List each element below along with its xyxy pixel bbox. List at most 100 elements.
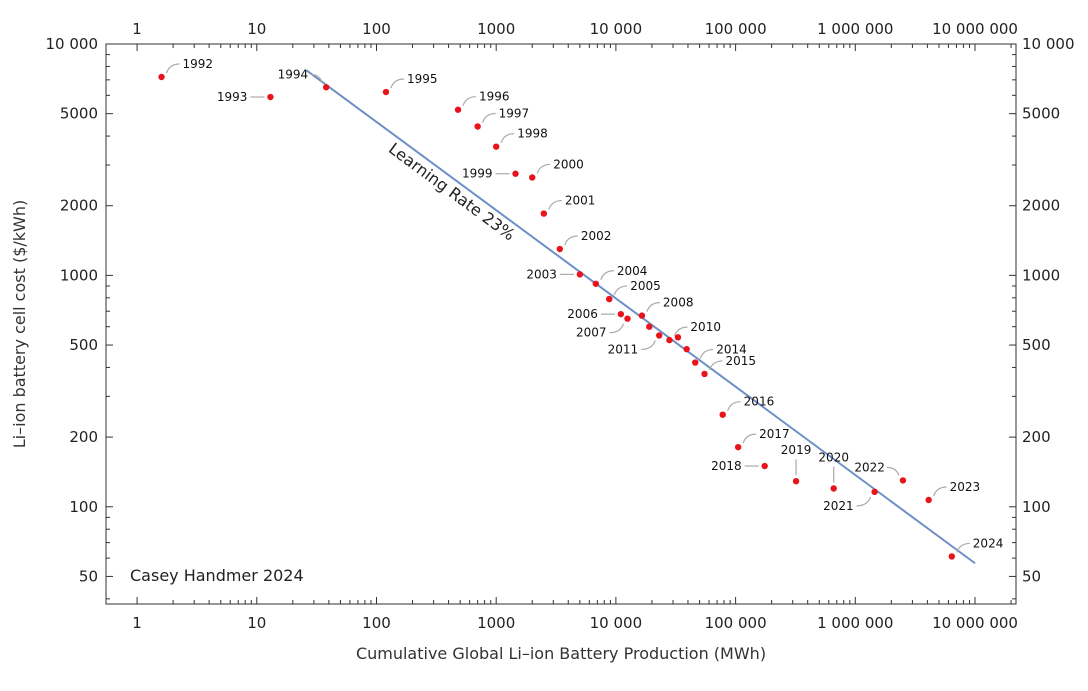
point-label: 2011 bbox=[608, 342, 639, 356]
x-tick-label-top: 10 bbox=[247, 20, 266, 38]
ticks-layer: 1 1 10 10 100 100 1000 1000 10 000 10 000 100 000 1… bbox=[46, 20, 1075, 632]
x-tick-label-top: 100 000 bbox=[705, 20, 767, 38]
data-point bbox=[322, 84, 330, 91]
annotation-leader bbox=[742, 433, 757, 444]
data-point bbox=[925, 496, 932, 504]
point-label: 2016 bbox=[744, 395, 775, 409]
data-point bbox=[382, 88, 390, 96]
point-label: 2014 bbox=[716, 343, 747, 357]
y-tick-label: 200 bbox=[69, 428, 98, 446]
credit-text: Casey Handmer 2024 bbox=[130, 566, 304, 585]
point-label: 2023 bbox=[950, 480, 981, 494]
data-point bbox=[267, 93, 274, 101]
data-point bbox=[617, 310, 625, 318]
x-tick-label: 100 bbox=[362, 614, 391, 632]
data-point bbox=[830, 485, 837, 492]
point-label: 1995 bbox=[407, 72, 438, 86]
point-label: 2000 bbox=[553, 157, 584, 171]
annotation-leader bbox=[708, 360, 723, 371]
annotation-leader bbox=[856, 496, 872, 507]
annotation-leader bbox=[536, 163, 551, 174]
annotation-leader bbox=[956, 542, 970, 553]
data-point bbox=[792, 477, 800, 485]
annotation-leader bbox=[641, 340, 656, 351]
learning-rate-label: Learning Rate 23% bbox=[385, 139, 519, 244]
y-tick-label-right: 500 bbox=[1022, 336, 1051, 354]
data-point bbox=[761, 462, 768, 470]
x-tick-label-top: 10 000 000 bbox=[932, 20, 1018, 38]
data-point bbox=[592, 280, 600, 287]
data-point bbox=[158, 73, 165, 81]
y-tick-label-right: 100 bbox=[1022, 498, 1051, 516]
point-label: 2018 bbox=[711, 459, 742, 473]
data-point bbox=[624, 315, 631, 322]
data-point bbox=[646, 323, 653, 330]
data-point bbox=[655, 332, 663, 339]
x-tick-label-top: 10 000 bbox=[590, 20, 643, 38]
point-label: 1992 bbox=[183, 57, 214, 71]
point-label: 1996 bbox=[479, 90, 510, 104]
y-tick-label: 5000 bbox=[60, 105, 98, 123]
point-label: 2008 bbox=[663, 296, 694, 310]
annotation-leader bbox=[462, 96, 477, 106]
x-tick-label-top: 1 000 000 bbox=[817, 20, 893, 38]
point-label: 2010 bbox=[690, 320, 721, 334]
data-point bbox=[692, 359, 699, 366]
annotation-leader bbox=[673, 326, 688, 337]
point-label: 2005 bbox=[630, 279, 661, 293]
x-tick-label-top: 1000 bbox=[477, 20, 515, 38]
point-label: 2003 bbox=[526, 267, 557, 281]
data-point bbox=[606, 295, 613, 303]
y-tick-label-right: 200 bbox=[1022, 428, 1051, 446]
point-label: 1998 bbox=[517, 127, 548, 141]
annotation-leader bbox=[727, 401, 741, 411]
point-label: 1993 bbox=[217, 90, 248, 104]
plot-frame bbox=[105, 43, 1017, 605]
data-point bbox=[701, 370, 708, 378]
point-label: 2020 bbox=[818, 450, 849, 464]
data-point bbox=[512, 170, 519, 177]
data-point bbox=[638, 312, 646, 319]
x-tick-label: 10 000 000 bbox=[932, 614, 1018, 632]
data-point bbox=[474, 123, 481, 130]
x-tick-label-top: 100 bbox=[362, 20, 391, 38]
point-label: 2024 bbox=[973, 536, 1004, 550]
x-tick-label-top: 1 bbox=[132, 20, 142, 38]
annotation-leader bbox=[699, 348, 714, 359]
x-tick-label: 100 000 bbox=[705, 614, 767, 632]
data-point bbox=[540, 210, 548, 217]
annotation-leader bbox=[646, 302, 660, 312]
data-point bbox=[871, 488, 878, 496]
data-point bbox=[719, 411, 726, 418]
point-label: 1997 bbox=[499, 106, 530, 120]
data-point bbox=[556, 245, 564, 253]
data-point bbox=[529, 174, 536, 181]
point-label: 1994 bbox=[278, 67, 309, 81]
data-point bbox=[492, 143, 500, 150]
points-layer bbox=[158, 73, 956, 560]
point-label: 1999 bbox=[462, 167, 493, 181]
x-tick-label: 1 bbox=[132, 614, 142, 632]
annotation-leader bbox=[600, 270, 614, 280]
x-tick-label: 10 000 bbox=[590, 614, 643, 632]
annotation-leader bbox=[165, 63, 180, 74]
annotation-layer: 1992 1993 1994 1995 1996 1997 1998 1999 2000 2001… bbox=[165, 57, 1004, 553]
x-axis-title: Cumulative Global Li–ion Battery Product… bbox=[356, 644, 766, 663]
annotation-leader bbox=[613, 285, 628, 296]
y-tick-label-right: 5000 bbox=[1022, 105, 1060, 123]
point-label: 2002 bbox=[581, 229, 612, 243]
point-label: 2021 bbox=[823, 499, 854, 513]
y-tick-label: 1000 bbox=[60, 266, 98, 284]
data-point bbox=[454, 106, 462, 113]
data-point bbox=[683, 345, 690, 353]
point-label: 2015 bbox=[726, 354, 757, 368]
y-axis-title: Li–ion battery cell cost ($/kWh) bbox=[10, 200, 29, 448]
point-label: 2006 bbox=[567, 307, 598, 321]
annotation-leader bbox=[310, 73, 323, 83]
point-label: 2001 bbox=[565, 194, 596, 208]
point-label: 2022 bbox=[854, 460, 885, 474]
annotation-leader bbox=[500, 133, 515, 143]
y-tick-label-right: 50 bbox=[1022, 567, 1041, 585]
